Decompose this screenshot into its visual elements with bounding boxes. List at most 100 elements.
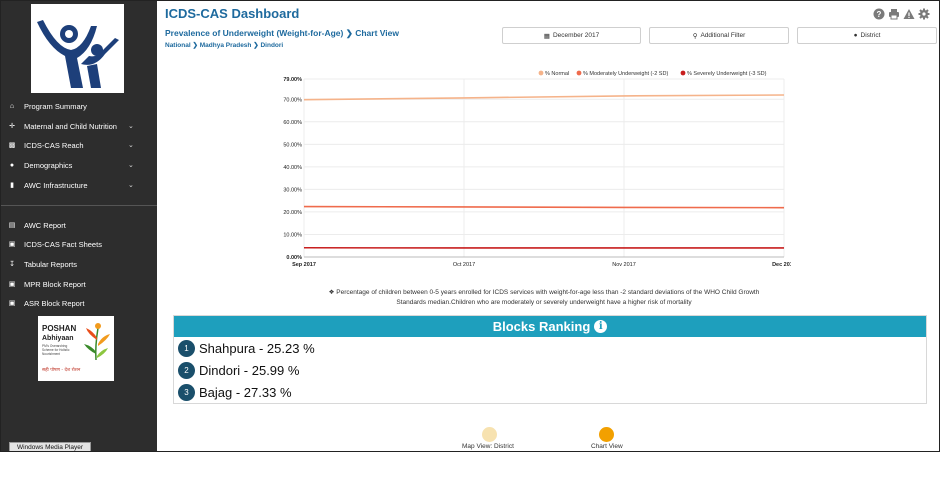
location-filter-label: District [860,32,881,39]
calendar-icon: ▦ [543,32,550,40]
sidebar-divider [1,205,157,206]
sidebar-item-awc-report[interactable]: ▤ AWC Report [1,216,157,234]
rank-text: Bajag - 27.33 % [199,384,292,400]
breadcrumb-state[interactable]: Madhya Pradesh [199,42,252,49]
report-icon: ▤ [8,222,16,229]
blocks-ranking-header: Blocks Ranking i [174,316,926,337]
legend-label: % Normal [545,71,569,77]
blocks-ranking-panel: Blocks Ranking i 1 Shahpura - 25.23 % 2 … [173,315,927,404]
poshan-subtitle: Abhiyaan [42,335,74,342]
sidebar-item-label: Maternal and Child Nutrition [24,121,117,131]
y-tick-label: 40.00% [283,165,302,171]
map-view-toggle[interactable] [482,427,497,442]
additional-filter-label: Additional Filter [700,32,746,39]
sidebar-item-demographics[interactable]: ● Demographics ⌄ [1,156,157,174]
sidebar-item-label: Tabular Reports [24,259,77,269]
map-view-label: Map View: District [462,443,514,450]
y-tick-label: 50.00% [283,142,302,148]
header-icon-group: ? [873,8,930,20]
legend-marker [680,70,686,76]
bar-chart-icon: ▩ [8,142,16,149]
breadcrumb-national[interactable]: National [165,42,191,49]
sidebar-item-tabular-reports[interactable]: ↧ Tabular Reports [1,255,157,273]
blocks-ranking-title: Blocks Ranking [492,319,591,334]
sidebar-item-icds-cas-reach[interactable]: ▩ ICDS-CAS Reach ⌄ [1,136,157,154]
svg-text:PM's Overarching: PM's Overarching [42,344,67,348]
print-icon[interactable] [888,8,900,20]
poshan-abhiyaan-logo: POSHAN Abhiyaan PM's Overarching Scheme … [38,316,114,381]
child-icon: ✛ [9,123,15,130]
page-heading-view: Chart View [355,28,399,38]
chevron-right-icon: ❯ [345,28,356,38]
x-tick-label: Dec 2017 [772,262,791,268]
sidebar-item-label: AWC Report [24,220,66,230]
series-line [303,94,785,101]
poshan-title: POSHAN [42,324,76,333]
legend-label: % Moderately Underweight (-2 SD) [583,71,668,77]
month-filter-button[interactable]: ▦ December 2017 [502,27,641,44]
rank-number: 3 [178,383,195,401]
document-icon: ▣ [8,241,16,248]
sidebar-item-label: Program Summary [24,101,87,111]
sidebar-item-label: ICDS-CAS Fact Sheets [24,239,102,249]
info-icon[interactable]: i [594,320,608,333]
y-tick-label: 10.00% [283,232,302,238]
chart-footnote-text: Percentage of children between 0-5 years… [336,289,760,306]
ranking-row: 2 Dindori - 25.99 % [178,361,299,379]
sidebar-item-fact-sheets[interactable]: ▣ ICDS-CAS Fact Sheets [1,235,157,253]
rank-text: Dindori - 25.99 % [199,362,300,378]
settings-icon[interactable] [918,8,930,20]
additional-filter-button[interactable]: ⚲ Additional Filter [649,27,789,44]
sidebar-item-label: ICDS-CAS Reach [24,140,84,150]
svg-text:Scheme for Holistic: Scheme for Holistic [42,348,70,352]
chevron-down-icon: ⌄ [128,123,134,130]
info-icon: ❖ [328,289,337,296]
page-heading-title: Prevalence of Underweight (Weight-for-Ag… [165,28,344,38]
sidebar-item-program-summary[interactable]: ⌂ Program Summary [1,97,157,115]
chart-view-label: Chart View [591,443,623,450]
chevron-right-icon: ❯ [192,42,200,49]
svg-text:Nourishment: Nourishment [42,352,60,356]
poshan-hindi-tagline: सही पोषण - देश रोशन [42,366,81,373]
people-icon: ● [9,161,15,169]
ranking-row: 1 Shahpura - 25.23 % [178,339,315,357]
icds-logo[interactable] [31,4,124,93]
chart-view-toggle[interactable] [599,427,614,442]
rank-number: 2 [178,361,195,379]
sidebar: ⌂ Program Summary ✛ Maternal and Child N… [1,1,157,451]
breadcrumb-district[interactable]: Dindori [260,42,284,49]
location-filter-button[interactable]: ● District [797,27,937,44]
y-tick-label: 20.00% [283,210,302,216]
document-icon: ▣ [8,281,16,288]
sidebar-item-maternal-child-nutrition[interactable]: ✛ Maternal and Child Nutrition ⌄ [1,117,157,135]
sidebar-item-label: MPR Block Report [24,279,86,289]
sidebar-item-label: Demographics [24,160,73,170]
series-line [303,205,785,209]
x-tick-label: Nov 2017 [612,262,636,268]
chart-footnote: ❖ Percentage of children between 0-5 yea… [319,288,769,308]
windows-media-player-button[interactable]: Windows Media Player [9,442,91,451]
month-filter-label: December 2017 [552,32,600,39]
app-title: ICDS-CAS Dashboard [165,6,300,21]
legend-marker [538,70,544,76]
sidebar-item-label: ASR Block Report [24,298,85,308]
help-icon[interactable]: ? [873,8,885,20]
x-tick-label: Oct 2017 [453,262,475,268]
download-icon: ↧ [9,261,15,268]
chevron-down-icon: ⌄ [128,162,134,169]
sidebar-item-mpr-block-report[interactable]: ▣ MPR Block Report [1,275,157,293]
alert-icon[interactable] [903,8,915,20]
rank-number: 1 [178,339,195,357]
chevron-down-icon: ⌄ [128,142,134,149]
legend-label: % Severely Underweight (-3 SD) [687,71,767,77]
y-tick-label: 70.00% [283,97,302,103]
y-tick-label: 30.00% [283,187,302,193]
document-icon: ▣ [8,300,16,307]
legend-marker [576,70,582,76]
y-tick-label: 0.00% [286,255,302,261]
rank-text: Shahpura - 25.23 % [199,340,315,356]
sidebar-item-asr-block-report[interactable]: ▣ ASR Block Report [1,294,157,312]
chevron-right-icon: ❯ [253,42,261,49]
sidebar-item-awc-infrastructure[interactable]: ▮ AWC Infrastructure ⌄ [1,176,157,194]
underweight-line-chart: 0.00% 10.00% 20.00% 30.00% 40.00% 50.00% 60.00… [283,70,791,268]
